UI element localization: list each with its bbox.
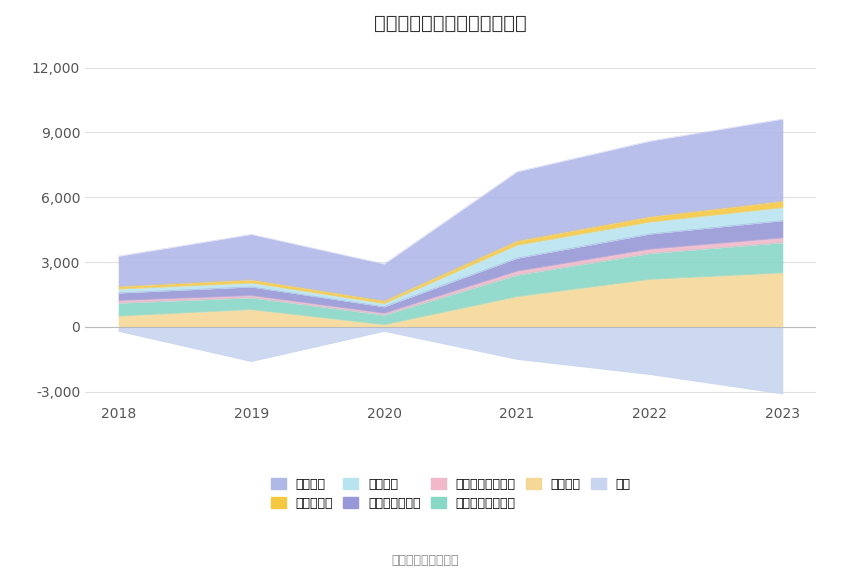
Title: 历年主要资产堆积图（亿元）: 历年主要资产堆积图（亿元） [374,14,527,33]
Legend: 货币资金, 结算备付金, 融出资金, 交易性金融资产, 买入返售金融资产, 其他债权投资合计, 金融投资, 其它: 货币资金, 结算备付金, 融出资金, 交易性金融资产, 买入返售金融资产, 其他… [265,473,636,515]
Text: 数据来源：恒生聚源: 数据来源：恒生聚源 [391,554,459,566]
